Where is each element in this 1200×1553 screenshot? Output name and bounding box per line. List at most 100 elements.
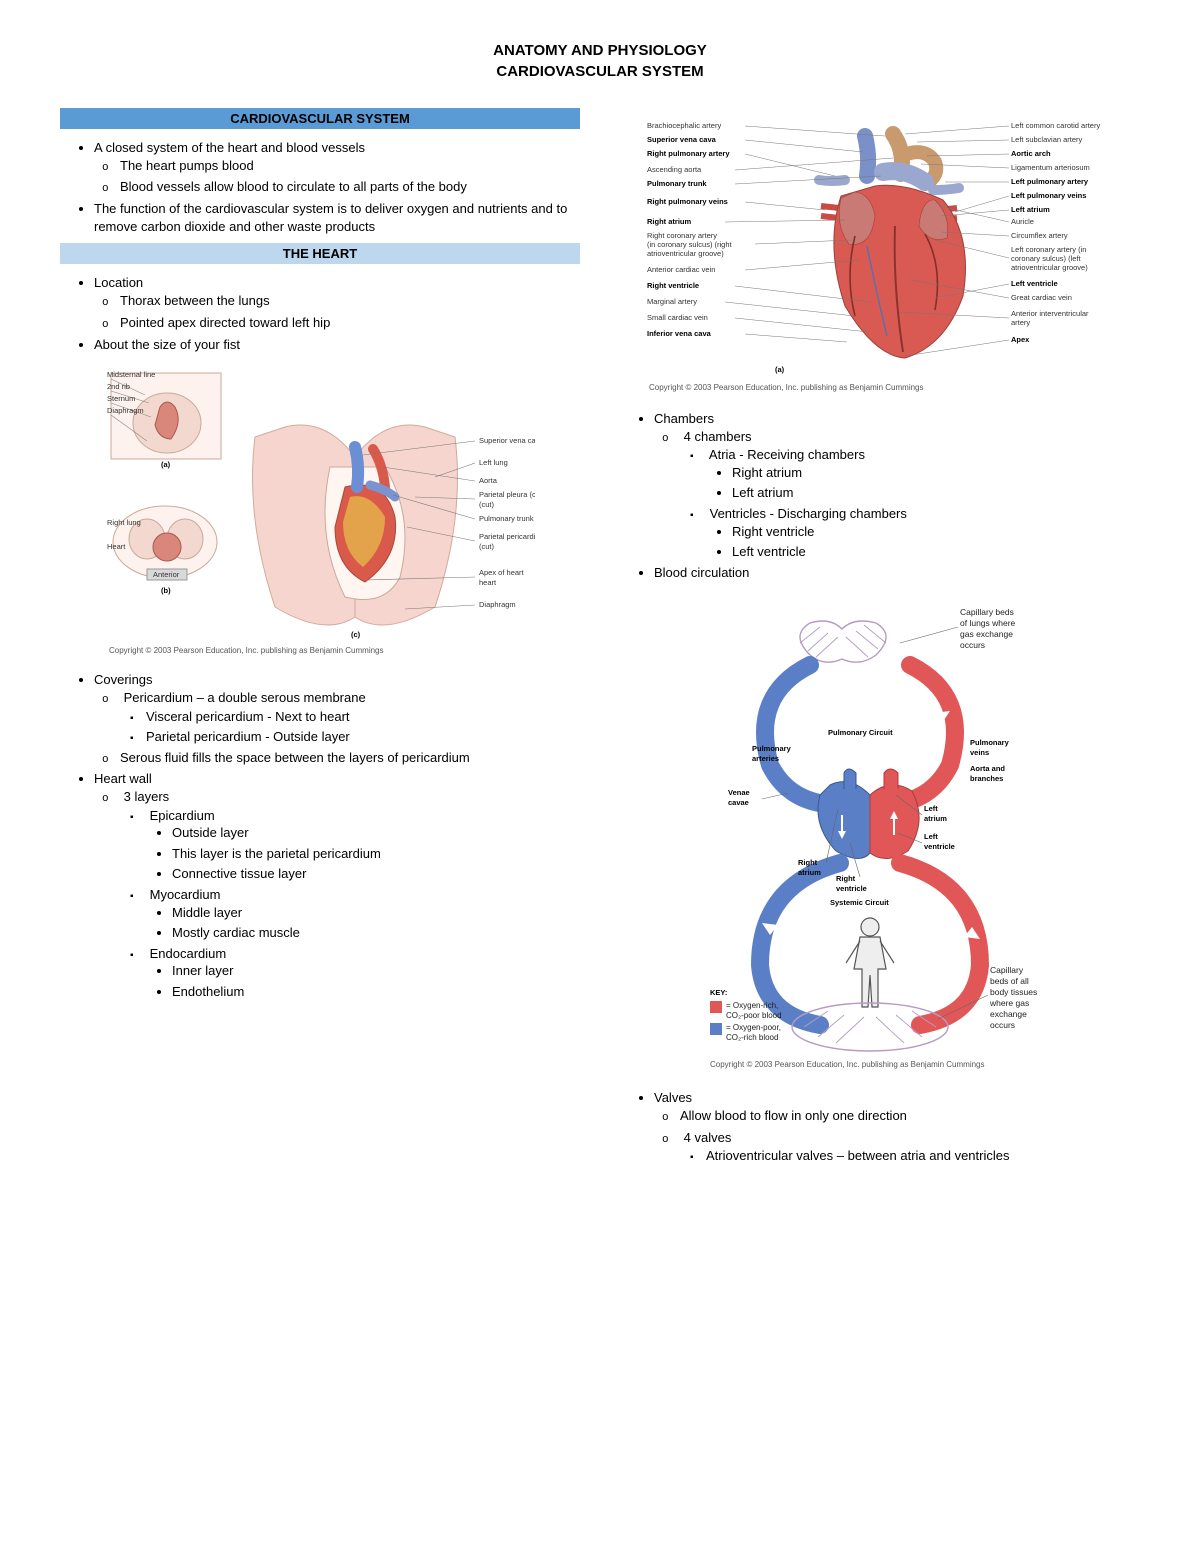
list-item: Myocardium Middle layer Mostly cardiac m… [146,886,580,942]
list-item: Right ventricle [732,523,1140,541]
list-item: Endothelium [172,983,580,1001]
fig1-label: Diaphragm [107,406,144,415]
list-item: Parietal pericardium - Outside layer [146,728,580,746]
fig3-label: atrium [798,868,821,877]
text: Valves [654,1090,692,1105]
fig1-label: Anterior [153,570,180,579]
fig1-label: Pulmonary trunk [479,514,534,523]
text: 4 chambers [684,429,752,444]
text: Endocardium [150,946,227,961]
fig3-label: Capillary [990,965,1024,975]
fig2-label: Right pulmonary artery [647,149,730,158]
fig1-label: (cut) [479,542,495,551]
fig1-marker: (c) [351,630,361,639]
fig3-label: Right [836,874,856,883]
fig3-label: body tissues [990,987,1037,997]
list-item: Coverings Pericardium – a double serous … [94,671,580,767]
text: 4 valves [684,1130,732,1145]
text: A closed system of the heart and blood v… [94,140,365,155]
section-header-cardiovascular: CARDIOVASCULAR SYSTEM [60,108,580,129]
fig1-caption: Copyright © 2003 Pearson Education, Inc.… [109,646,384,655]
list-item: Heart wall 3 layers Epicardium Outside l… [94,770,580,1000]
list-item: Serous fluid fills the space between the… [120,749,580,768]
fig1-label: Midsternal line [107,370,155,379]
list-item: Pointed apex directed toward left hip [120,314,580,333]
fig2-label: Left ventricle [1011,279,1058,288]
page-title: ANATOMY AND PHYSIOLOGY CARDIOVASCULAR SY… [60,40,1140,82]
list-item: Middle layer [172,904,580,922]
fig1-marker: (a) [161,460,171,469]
list-item: Valves Allow blood to flow in only one d… [654,1089,1140,1165]
list-item: Ventricles - Discharging chambers Right … [706,505,1140,561]
list-item: Location Thorax between the lungs Pointe… [94,274,580,332]
fig3-label: Capillary beds [960,607,1014,617]
list-item: Atrioventricular valves – between atria … [706,1147,1140,1165]
fig2-label: Circumflex artery [1011,231,1068,240]
list-item: A closed system of the heart and blood v… [94,139,580,197]
fig3-key-oxy-1: = Oxygen-rich, [726,1001,778,1010]
fig1-label: Aorta [479,476,498,485]
fig2-label: Inferior vena cava [647,329,712,338]
fig3-key-deoxy-2: CO₂-rich blood [726,1033,778,1042]
list-item: This layer is the parietal pericardium [172,845,580,863]
valves-list: Valves Allow blood to flow in only one d… [620,1089,1140,1165]
text: Ventricles - Discharging chambers [710,506,907,521]
fig2-label: Right pulmonary veins [647,197,728,206]
fig2-label: Aortic arch [1011,149,1051,158]
text: Pericardium – a double serous membrane [124,690,366,705]
list-item: Left atrium [732,484,1140,502]
fig2-label: Left common carotid artery [1011,121,1100,130]
list-item: Endocardium Inner layer Endothelium [146,945,580,1001]
figure-circulation: Pulmonary Circuit Systemic Circuit Capil… [620,595,1140,1075]
list-item: Blood circulation [654,564,1140,582]
fig1-label: Apex of heart [479,568,525,577]
coverings-list: Coverings Pericardium – a double serous … [60,671,580,1000]
list-item: 4 chambers Atria - Receiving chambers Ri… [680,428,1140,561]
fig3-label: exchange [990,1009,1027,1019]
fig3-label: Left [924,804,938,813]
chambers-list: Chambers 4 chambers Atria - Receiving ch… [620,410,1140,581]
text: Coverings [94,672,153,687]
fig1-label: 2nd rib [107,382,130,391]
list-item: Left ventricle [732,543,1140,561]
fig3-label: Aorta and [970,764,1005,773]
list-item: Atria - Receiving chambers Right atrium … [706,446,1140,502]
fig3-label: Left [924,832,938,841]
fig3-caption: Copyright © 2003 Pearson Education, Inc.… [710,1060,985,1069]
fig1-label: Superior vena cava [479,436,535,445]
fig2-label: Small cardiac vein [647,313,708,322]
fig1-marker: (b) [161,586,171,595]
text: Location [94,275,143,290]
list-item: Right atrium [732,464,1140,482]
fig3-label: occurs [990,1020,1015,1030]
fig2-label: Anterior cardiac vein [647,265,715,274]
fig2-label: atrioventricular groove) [1011,263,1088,272]
fig1-label: Parietal pleura (cut) [479,490,535,499]
fig3-label: where gas [989,998,1029,1008]
fig3-label: Pulmonary [752,744,792,753]
fig2-label: coronary sulcus) (left [1011,254,1082,263]
fig2-marker: (a) [775,365,785,374]
fig3-label: of lungs where [960,618,1016,628]
list-item: Thorax between the lungs [120,292,580,311]
figure-thorax: Midsternal line 2nd rib Sternum Diaphrag… [60,367,580,657]
fig3-label: occurs [960,640,985,650]
fig3-title-top: Pulmonary Circuit [828,728,893,737]
fig2-label: Apex [1011,335,1030,344]
fig2-label: Right ventricle [647,281,699,290]
fig3-label: ventricle [836,884,867,893]
list-item: Epicardium Outside layer This layer is t… [146,807,580,883]
fig2-label: Great cardiac vein [1011,293,1072,302]
fig2-label: Left subclavian artery [1011,135,1083,144]
fig3-label: arteries [752,754,779,763]
fig2-caption: Copyright © 2003 Pearson Education, Inc.… [649,383,924,392]
cardio-list: A closed system of the heart and blood v… [60,139,580,235]
fig1-label: heart [479,578,497,587]
title-line-1: ANATOMY AND PHYSIOLOGY [60,40,1140,61]
figure-heart-anterior: Brachiocephalic artery Superior vena cav… [620,116,1140,396]
fig2-label: Ascending aorta [647,165,702,174]
fig3-label: cavae [728,798,749,807]
fig3-label: gas exchange [960,629,1013,639]
list-item: Outside layer [172,824,580,842]
list-item: Inner layer [172,962,580,980]
